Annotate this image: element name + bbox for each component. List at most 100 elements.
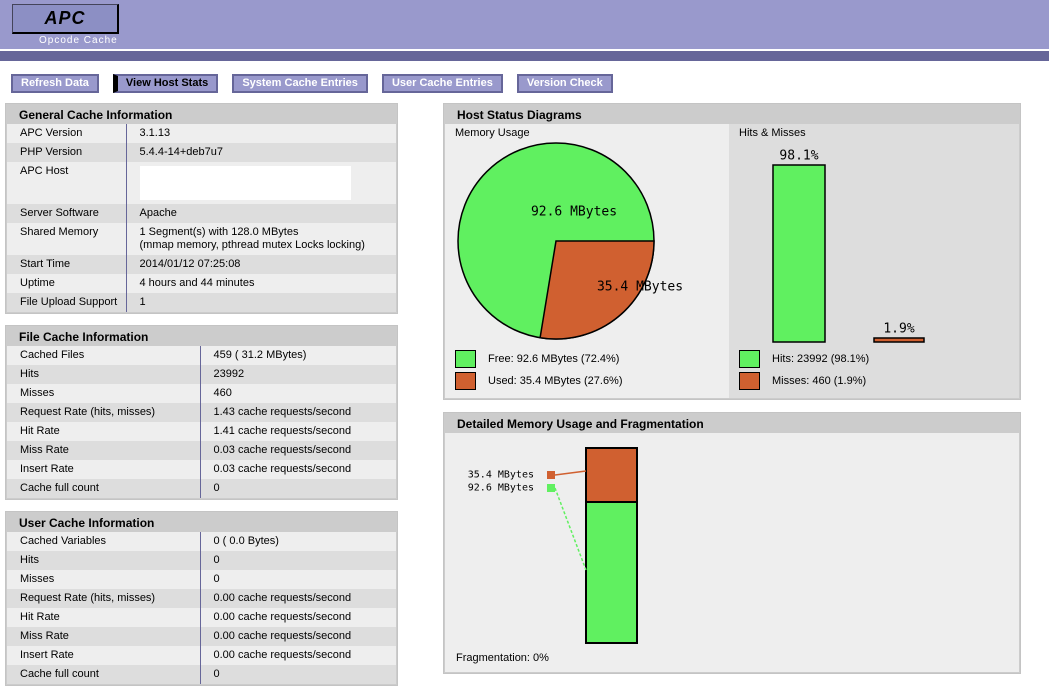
page-header: APC Opcode Cache — [0, 0, 1049, 49]
table-row: Misses 0 — [7, 570, 396, 589]
row-label: Misses — [7, 384, 201, 403]
table-row: Uptime 4 hours and 44 minutes — [7, 274, 396, 293]
fragmentation-text: Fragmentation: 0% — [456, 652, 549, 664]
row-value: 1 — [139, 296, 146, 308]
hits-bar — [772, 164, 826, 343]
panel-title: General Cache Information — [7, 105, 396, 124]
row-label: Uptime — [7, 274, 127, 293]
hits-misses-bar-chart: 98.1% 1.9% — [772, 149, 925, 343]
host-status-row: Memory Usage 92.6 MBytes 35.4 MBytes Fre… — [445, 124, 1019, 398]
memory-usage-legend: Free: 92.6 MBytes (72.4%) Used: 35.4 MBy… — [455, 348, 729, 392]
panel-title: File Cache Information — [7, 327, 396, 346]
legend-item-misses: Misses: 460 (1.9%) — [739, 370, 1019, 392]
row-value: 0.03 cache requests/second — [213, 444, 352, 456]
row-value: 0.03 cache requests/second — [213, 463, 352, 475]
row-label: Cached Variables — [7, 532, 201, 551]
nav-user-cache-entries[interactable]: User Cache Entries — [381, 74, 503, 93]
apc-logo-link[interactable]: APC — [12, 4, 119, 34]
used-callout-swatch — [547, 471, 555, 479]
row-label: Hit Rate — [7, 608, 201, 627]
hits-misses-legend: Hits: 23992 (98.1%) Misses: 460 (1.9%) — [739, 348, 1019, 392]
detailed-memory-panel: Detailed Memory Usage and Fragmentation … — [443, 412, 1021, 674]
row-value: 3.1.13 — [139, 127, 171, 139]
row-label: Cached Files — [7, 346, 201, 365]
row-value: 0.00 cache requests/second — [213, 649, 352, 661]
table-row: Hits 23992 — [7, 365, 396, 384]
row-label: Request Rate (hits, misses) — [7, 403, 201, 422]
hits-misses-cell: Hits & Misses 98.1% 1.9% Hits: 23992 (98… — [729, 124, 1019, 398]
used-callout-line — [554, 470, 587, 476]
row-label: Misses — [7, 570, 201, 589]
row-label: APC Host — [7, 162, 127, 204]
row-label: Hits — [7, 365, 201, 384]
free-memory-segment — [585, 501, 638, 644]
row-label: Miss Rate — [7, 627, 201, 646]
detailed-memory-cell: 35.4 MBytes 92.6 MBytes Fragmentation: 0… — [445, 433, 1019, 672]
memory-usage-title: Memory Usage — [455, 127, 530, 139]
table-row: Misses 460 — [7, 384, 396, 403]
hits-percent-label: 98.1% — [779, 149, 818, 164]
table-row: Insert Rate 0.03 cache requests/second — [7, 460, 396, 479]
row-value: 0.00 cache requests/second — [213, 630, 352, 642]
table-row: Insert Rate 0.00 cache requests/second — [7, 646, 396, 665]
file-cache-info-panel: File Cache Information Cached Files 459 (… — [5, 325, 398, 500]
apc-logo-text: APC — [44, 8, 86, 28]
legend-text: Free: 92.6 MBytes (72.4%) — [488, 353, 620, 365]
legend-item-free: Free: 92.6 MBytes (72.4%) — [455, 348, 729, 370]
row-label: Shared Memory — [7, 223, 127, 255]
row-label: PHP Version — [7, 143, 127, 162]
table-row: Cached Files 459 ( 31.2 MBytes) — [7, 346, 396, 365]
row-label: Insert Rate — [7, 646, 201, 665]
legend-text: Hits: 23992 (98.1%) — [772, 353, 870, 365]
table-row: Request Rate (hits, misses) 1.43 cache re… — [7, 403, 396, 422]
left-column: General Cache Information APC Version 3.1… — [5, 103, 398, 697]
table-row: Request Rate (hits, misses) 0.00 cache re… — [7, 589, 396, 608]
table-row: Miss Rate 0.03 cache requests/second — [7, 441, 396, 460]
row-value: 0 — [213, 482, 220, 494]
table-row: Cache full count 0 — [7, 665, 396, 684]
used-mbytes-label: 35.4 MBytes — [468, 470, 534, 481]
hits-misses-title: Hits & Misses — [739, 127, 806, 139]
nav-view-host-stats[interactable]: View Host Stats — [112, 74, 219, 93]
row-label: APC Version — [7, 124, 127, 143]
row-label: Hit Rate — [7, 422, 201, 441]
row-value: 1.41 cache requests/second — [213, 425, 352, 437]
legend-item-hits: Hits: 23992 (98.1%) — [739, 348, 1019, 370]
row-value: 4 hours and 44 minutes — [139, 277, 255, 289]
row-label: Hits — [7, 551, 201, 570]
table-row: Cache full count 0 — [7, 479, 396, 498]
table-row: File Upload Support 1 — [7, 293, 396, 312]
table-row: Cached Variables 0 ( 0.0 Bytes) — [7, 532, 396, 551]
table-row: Start Time 2014/01/12 07:25:08 — [7, 255, 396, 274]
nav-system-cache-entries[interactable]: System Cache Entries — [232, 74, 368, 93]
nav-version-check[interactable]: Version Check — [516, 74, 613, 93]
row-label: Miss Rate — [7, 441, 201, 460]
table-row: Hit Rate 1.41 cache requests/second — [7, 422, 396, 441]
free-color-swatch — [455, 350, 476, 368]
legend-text: Used: 35.4 MBytes (27.6%) — [488, 375, 623, 387]
row-value: 0.00 cache requests/second — [213, 611, 352, 623]
user-cache-table: Cached Variables 0 ( 0.0 Bytes) Hits 0 Misse… — [7, 532, 396, 684]
table-row: Hits 0 — [7, 551, 396, 570]
row-label: Server Software — [7, 204, 127, 223]
free-callout-line — [554, 487, 587, 571]
nav-refresh-data[interactable]: Refresh Data — [11, 74, 99, 93]
table-row: APC Host — [7, 162, 396, 204]
header-divider-bar — [0, 51, 1049, 61]
row-value: 5.4.4-14+deb7u7 — [139, 146, 224, 158]
row-value: 1.43 cache requests/second — [213, 406, 352, 418]
row-value: 0 — [213, 554, 220, 566]
misses-color-swatch — [739, 372, 760, 390]
logo-subtitle: Opcode Cache — [39, 35, 118, 46]
row-label: Insert Rate — [7, 460, 201, 479]
general-cache-info-panel: General Cache Information APC Version 3.1… — [5, 103, 398, 314]
pie-free-label: 92.6 MBytes — [531, 205, 617, 220]
detailed-memory-chart: 35.4 MBytes 92.6 MBytes — [468, 447, 638, 644]
hits-color-swatch — [739, 350, 760, 368]
general-cache-table: APC Version 3.1.13 PHP Version 5.4.4-14+deb… — [7, 124, 396, 312]
row-label: Request Rate (hits, misses) — [7, 589, 201, 608]
row-label: Cache full count — [7, 479, 201, 498]
table-row: PHP Version 5.4.4-14+deb7u7 — [7, 143, 396, 162]
table-row: Miss Rate 0.00 cache requests/second — [7, 627, 396, 646]
row-label: Cache full count — [7, 665, 201, 684]
